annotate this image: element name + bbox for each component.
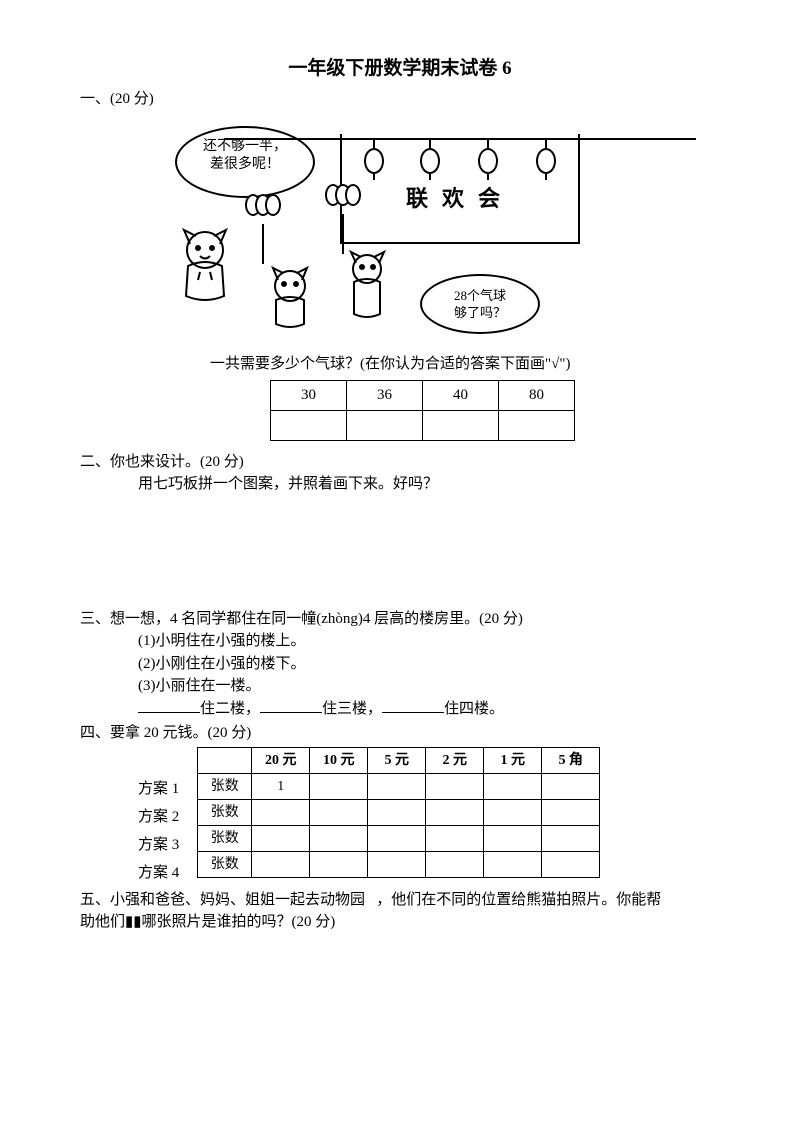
col-head: 1 元 [484, 747, 542, 773]
table-cell[interactable] [426, 825, 484, 851]
speech-left-line2: 差很多呢！ [210, 157, 280, 172]
q3-text: 住四楼。 [444, 701, 504, 717]
q1-option: 80 [499, 380, 575, 410]
balloons-icon [328, 184, 358, 254]
row-head: 张数 [198, 825, 252, 851]
q3-text: 住二楼， [200, 701, 260, 717]
plan-label: 方案 2 [138, 803, 179, 831]
row-head: 张数 [198, 773, 252, 799]
row-head: 张数 [198, 799, 252, 825]
lantern-icon [364, 148, 384, 174]
cat-character-icon [170, 224, 240, 304]
table-cell[interactable] [368, 799, 426, 825]
q2-instruction: 用七巧板拼一个图案，并照着画下来。好吗？ [138, 473, 720, 496]
q1-illustration: 还不够一半， 差很多呢！ 联欢会 [150, 114, 590, 349]
q1-answer-cell[interactable] [499, 410, 575, 440]
q3-clue2: (2)小刚住在小强的楼下。 [138, 653, 720, 676]
table-cell[interactable] [252, 799, 310, 825]
q1-answer-table: 30 36 40 80 [270, 380, 575, 441]
table-cell[interactable] [542, 799, 600, 825]
q1-answer-cell[interactable] [347, 410, 423, 440]
table-cell[interactable] [310, 825, 368, 851]
q1-option: 30 [271, 380, 347, 410]
q4-heading: 四、要拿 20 元钱。(20 分) [80, 722, 720, 745]
plan-label: 方案 3 [138, 831, 179, 859]
q5-paragraph: 五、小强和爸爸、妈妈、姐姐一起去动物园 ，他们在不同的位置给熊猫拍照片。你能帮 [80, 889, 720, 912]
plan-label: 方案 1 [138, 775, 179, 803]
q3-fill-line: 住二楼， 住三楼， 住四楼。 [138, 698, 720, 721]
col-head: 2 元 [426, 747, 484, 773]
lantern-icon [536, 148, 556, 174]
table-cell[interactable] [252, 851, 310, 877]
q1-answer-cell[interactable] [271, 410, 347, 440]
table-cell[interactable] [484, 825, 542, 851]
q3-clue1: (1)小明住在小强的楼上。 [138, 630, 720, 653]
q5-line2: 助他们▮▮哪张照片是谁拍的吗？(20 分) [80, 911, 720, 934]
table-cell[interactable] [310, 851, 368, 877]
table-cell[interactable] [542, 773, 600, 799]
q3-text: 住三楼， [322, 701, 382, 717]
q3-blank[interactable] [138, 698, 200, 713]
table-corner [198, 747, 252, 773]
col-head: 20 元 [252, 747, 310, 773]
q4-plan-labels: 方案 1 方案 2 方案 3 方案 4 [138, 775, 179, 887]
banner-text: 联欢会 [342, 182, 578, 215]
q5-line1b: ，他们在不同的位置给熊猫拍照片。你能帮 [376, 892, 661, 908]
q1-heading: 一、(20 分) [80, 88, 720, 111]
speech-bubble-right: 28个气球 够了吗？ [420, 274, 540, 334]
speech-right-line2: 够了吗？ [454, 305, 506, 320]
table-cell[interactable] [368, 851, 426, 877]
table-cell[interactable] [368, 773, 426, 799]
plan-label: 方案 4 [138, 859, 179, 887]
table-cell[interactable] [310, 799, 368, 825]
cat-character-icon [260, 264, 320, 334]
col-head: 5 角 [542, 747, 600, 773]
q3-clue3: (3)小丽住在一楼。 [138, 675, 720, 698]
q1-option: 36 [347, 380, 423, 410]
page-title: 一年级下册数学期末试卷 6 [80, 55, 720, 84]
table-cell[interactable] [426, 851, 484, 877]
banner-sign: 联欢会 [340, 134, 580, 244]
q1-caption: 一共需要多少个气球？(在你认为合适的答案下面画"√") [210, 353, 720, 376]
speech-left-line1: 还不够一半， [203, 139, 287, 154]
q1-option: 40 [423, 380, 499, 410]
table-cell[interactable] [368, 825, 426, 851]
q2-heading: 二、你也来设计。(20 分) [80, 451, 720, 474]
table-cell[interactable] [542, 851, 600, 877]
row-head: 张数 [198, 851, 252, 877]
table-cell[interactable] [484, 851, 542, 877]
speech-right-line1: 28个气球 [454, 288, 506, 303]
table-cell[interactable] [252, 825, 310, 851]
col-head: 10 元 [310, 747, 368, 773]
q2-draw-area[interactable] [80, 496, 720, 606]
q4-money-table: 20 元 10 元 5 元 2 元 1 元 5 角 张数 1 张数 张数 [197, 747, 600, 878]
table-cell[interactable] [484, 799, 542, 825]
cat-character-icon [340, 249, 395, 324]
q3-heading: 三、想一想，4 名同学都住在同一幢(zhòng)4 层高的楼房里。(20 分) [80, 608, 720, 631]
lantern-icon [478, 148, 498, 174]
balloons-icon [248, 194, 278, 264]
table-cell[interactable]: 1 [252, 773, 310, 799]
col-head: 5 元 [368, 747, 426, 773]
table-cell[interactable] [426, 773, 484, 799]
q1-answer-cell[interactable] [423, 410, 499, 440]
lantern-icon [420, 148, 440, 174]
q5-line1a: 五、小强和爸爸、妈妈、姐姐一起去动物园 [80, 892, 365, 908]
q3-blank[interactable] [260, 698, 322, 713]
table-cell[interactable] [542, 825, 600, 851]
table-cell[interactable] [484, 773, 542, 799]
table-cell[interactable] [310, 773, 368, 799]
table-cell[interactable] [426, 799, 484, 825]
q3-blank[interactable] [382, 698, 444, 713]
